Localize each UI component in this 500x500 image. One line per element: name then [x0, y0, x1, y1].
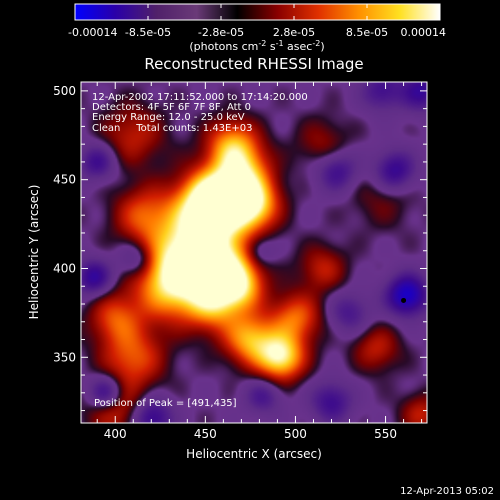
- chart-title: Reconstructed RHESSI Image: [144, 55, 363, 73]
- y-tick-label: 400: [53, 261, 76, 275]
- y-axis-label: Heliocentric Y (arcsec): [27, 185, 41, 320]
- x-axis-ticks: [96, 82, 423, 423]
- colorbar-tick-label: 8.5e-05: [346, 26, 388, 39]
- source-marker: [401, 297, 407, 303]
- annotation-time-range: 12-Apr-2002 17:11:52.000 to 17:14:20.000: [92, 92, 308, 103]
- y-tick-label: 350: [53, 350, 76, 364]
- colorbar-tick-label: -0.00014: [68, 26, 117, 39]
- colorbar-tick-label: 0.00014: [401, 26, 447, 39]
- y-axis-tick-labels: 350 400 450 500: [53, 84, 76, 364]
- x-tick-label: 550: [374, 427, 397, 441]
- x-tick-label: 400: [104, 427, 127, 441]
- peak-position-label: Position of Peak = [491,435]: [94, 398, 237, 409]
- colorbar-ticks: [74, 4, 441, 20]
- colorbar: [74, 3, 441, 21]
- annotation-energy-range: Energy Range: 12.0 - 25.0 keV: [92, 112, 245, 123]
- y-tick-label: 500: [53, 84, 76, 98]
- x-axis-label: Heliocentric X (arcsec): [186, 447, 322, 461]
- colorbar-tick-label: 2.8e-05: [273, 26, 315, 39]
- heatmap-image: [81, 82, 427, 423]
- annotation-detectors: Detectors: 4F 5F 6F 7F 8F, Att 0: [92, 102, 251, 113]
- x-tick-label: 500: [284, 427, 307, 441]
- colorbar-tick-labels: -0.00014 -8.5e-05 -2.8e-05 2.8e-05 8.5e-05 0.…: [68, 26, 446, 39]
- x-tick-label: 450: [194, 427, 217, 441]
- plot-frame: [80, 81, 428, 424]
- x-axis-tick-labels: 400 450 500 550: [104, 427, 397, 441]
- footer-timestamp: 12-Apr-2013 05:02: [400, 486, 494, 497]
- colorbar-tick-label: -2.8e-05: [198, 26, 244, 39]
- y-axis-ticks: [81, 90, 427, 412]
- colorbar-tick-label: -8.5e-05: [125, 26, 171, 39]
- annotation-total-counts: Clean Total counts: 1.43E+03: [92, 123, 252, 134]
- colorbar-unit-label: (photons cm-2 s-1 asec-2): [189, 39, 324, 53]
- y-tick-label: 450: [53, 173, 76, 187]
